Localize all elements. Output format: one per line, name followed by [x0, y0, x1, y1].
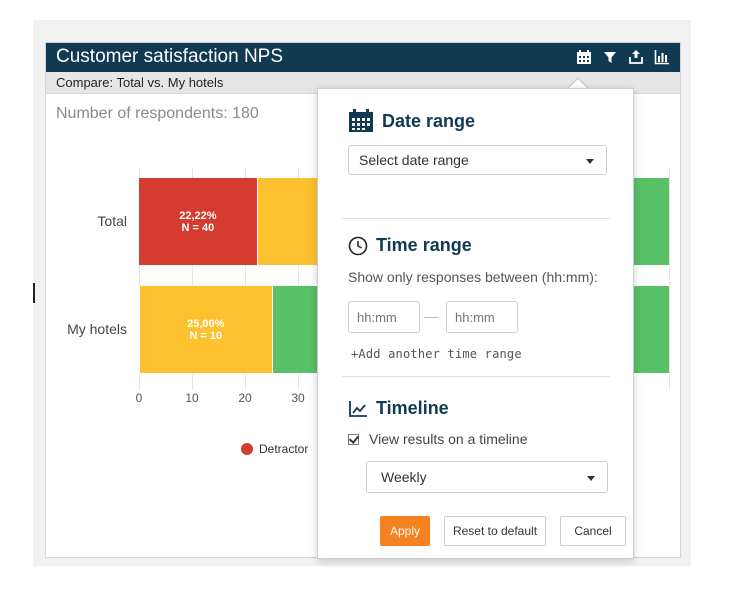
clock-icon [348, 236, 368, 255]
calendar-icon [349, 109, 373, 132]
date-range-heading: Date range [348, 109, 475, 133]
date-range-select-value: Select date range [359, 152, 469, 168]
x-tick-label: 10 [185, 391, 199, 405]
filter-icon[interactable] [602, 49, 618, 65]
bar-segment[interactable]: 25,00% N = 10 [139, 286, 272, 373]
calendar-icon[interactable] [576, 49, 592, 65]
time-range-title: Time range [376, 235, 472, 255]
apply-button[interactable]: Apply [380, 516, 430, 546]
divider [342, 376, 610, 377]
compare-label: Compare: [56, 75, 114, 90]
filter-popover: Date range Select date range Time range … [317, 88, 634, 559]
bar-data-label: 22,22% N = 40 [139, 210, 257, 234]
gridline [245, 168, 246, 390]
timeline-heading: Timeline [348, 398, 449, 419]
time-to-input[interactable] [446, 301, 518, 333]
timeline-checkbox[interactable] [348, 433, 359, 445]
timeline-interval-value: Weekly [381, 469, 427, 485]
bar-data-label: 25,00% N = 10 [140, 318, 272, 342]
export-icon[interactable] [628, 49, 644, 65]
time-range-heading: Time range [348, 235, 472, 256]
time-separator [424, 317, 438, 318]
bar-chart-icon[interactable] [654, 49, 670, 65]
add-time-range-link[interactable]: +Add another time range [351, 347, 522, 361]
chart-legend: Detractor [241, 442, 308, 456]
time-from-input[interactable] [348, 301, 420, 333]
legend-label[interactable]: Detractor [259, 442, 309, 456]
bar-percent-label: 22,22% [179, 209, 217, 222]
header-toolbar [576, 49, 670, 65]
legend-dot [241, 443, 253, 455]
reset-button[interactable]: Reset to default [444, 516, 546, 546]
widget-header: Customer satisfaction NPS [46, 43, 680, 72]
gridline [192, 168, 193, 390]
compare-text: Compare: Total vs. My hotels [56, 75, 223, 90]
chevron-down-icon [587, 476, 595, 481]
respondents-count: Number of respondents: 180 [56, 105, 259, 122]
bar-count-label: N = 10 [189, 329, 223, 342]
timeline-title: Timeline [376, 398, 449, 418]
x-tick-label: 20 [238, 391, 252, 405]
widget-title: Customer satisfaction NPS [56, 46, 284, 67]
timeline-checkbox-row[interactable]: View results on a timeline [348, 431, 527, 447]
category-label: Total [97, 212, 127, 229]
cancel-button[interactable]: Cancel [560, 516, 626, 546]
gridline [669, 168, 670, 390]
compare-value: Total vs. My hotels [116, 75, 224, 90]
bar-segment[interactable]: 22,22% N = 40 [139, 178, 257, 265]
bar-percent-label: 25,00% [187, 317, 225, 330]
chevron-down-icon [586, 159, 594, 164]
x-tick-label: 30 [291, 391, 305, 405]
timeline-interval-select[interactable]: Weekly [366, 461, 608, 493]
date-range-title: Date range [382, 110, 476, 131]
x-tick-label: 0 [135, 391, 143, 405]
time-range-hint: Show only responses between (hh:mm): [348, 269, 598, 285]
line-chart-icon [349, 400, 367, 417]
timeline-checkbox-label[interactable]: View results on a timeline [369, 431, 528, 447]
date-range-select[interactable]: Select date range [348, 145, 607, 175]
category-label: My hotels [67, 320, 127, 337]
divider [342, 218, 610, 219]
gridline [298, 168, 299, 390]
popover-pointer-inner [567, 79, 589, 90]
text-caret [33, 283, 35, 303]
bar-count-label: N = 40 [181, 221, 215, 234]
gridline [139, 168, 140, 390]
